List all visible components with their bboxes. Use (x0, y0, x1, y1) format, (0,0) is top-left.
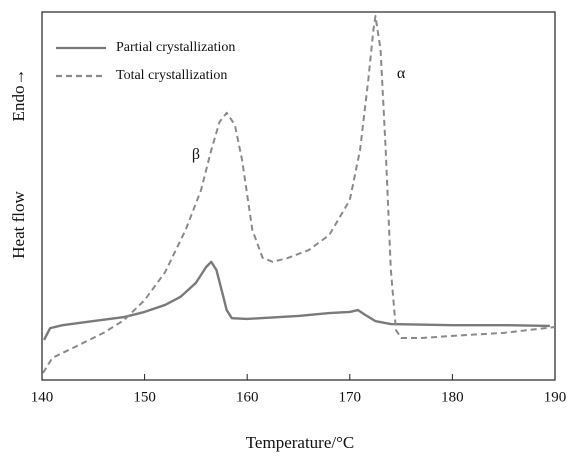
x-tick-label: 140 (31, 389, 54, 405)
x-tick-label: 190 (544, 389, 567, 405)
plot-frame (41, 11, 556, 381)
x-axis-label: Temperature/°C (246, 433, 355, 452)
line-series (42, 15, 556, 374)
x-tick-label: 150 (133, 389, 156, 405)
x-tick-label: 180 (441, 389, 464, 405)
line-series (42, 260, 550, 341)
x-tick-label: 160 (236, 389, 259, 405)
annotation: α (397, 65, 406, 82)
y-axis-label: Heat flow (9, 191, 28, 259)
x-tick-label: 170 (339, 389, 362, 405)
y-axis-arrow-label: Endo→ (9, 69, 28, 122)
annotation: β (192, 146, 200, 163)
legend-label: Partial crystallization (116, 40, 235, 55)
legend-label: Total crystallization (116, 68, 227, 83)
